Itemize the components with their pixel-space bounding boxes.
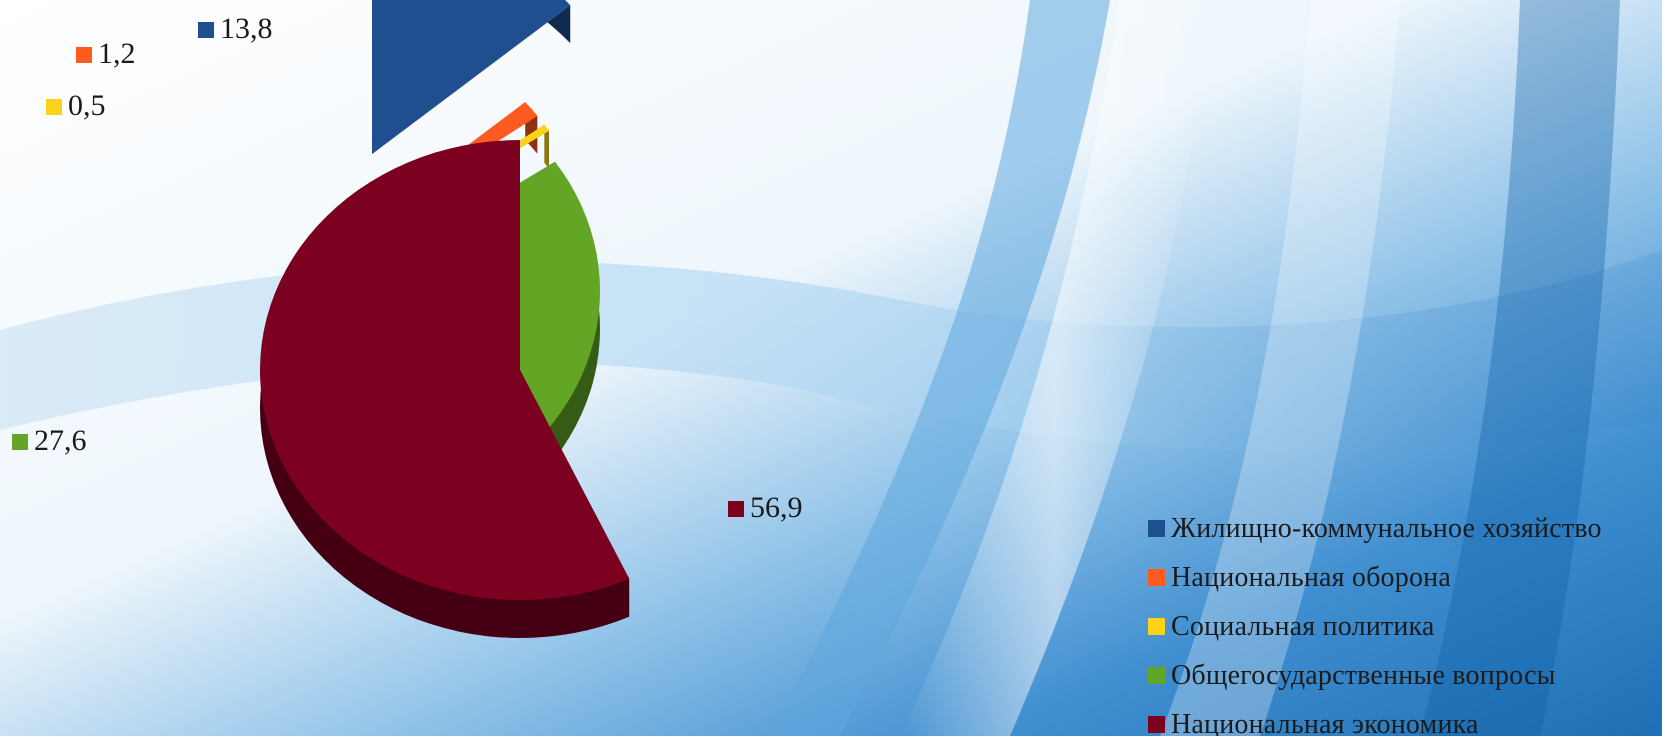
data-labels: 13,8 1,2 0,5 27,6 56,9 <box>12 12 803 524</box>
legend-label: Национальная экономика <box>1171 708 1479 736</box>
legend-item-general: Общегосударственные вопросы <box>1148 651 1662 700</box>
legend-label: Жилищно-коммунальное хозяйство <box>1171 512 1602 544</box>
pie-slice-economy <box>259 140 630 638</box>
data-label-marker <box>76 47 92 63</box>
data-label-marker <box>12 434 28 450</box>
legend-item-defense: Национальная оборона <box>1148 553 1662 602</box>
legend-label: Общегосударственные вопросы <box>1171 659 1556 691</box>
data-label-text: 0,5 <box>68 89 106 122</box>
legend-swatch <box>1148 618 1165 635</box>
data-label-social: 0,5 <box>46 89 106 122</box>
legend-swatch <box>1148 520 1165 537</box>
data-label-marker <box>728 501 744 517</box>
legend-item-economy: Национальная экономика <box>1148 700 1662 736</box>
data-label-text: 13,8 <box>220 12 273 45</box>
legend-item-social: Социальная политика <box>1148 602 1662 651</box>
data-label-marker <box>198 22 214 38</box>
legend-label: Социальная политика <box>1171 610 1435 642</box>
pie-slice-top-economy <box>259 140 630 600</box>
legend-item-housing: Жилищно-коммунальное хозяйство <box>1148 504 1662 553</box>
pie-slice-housing <box>372 0 571 192</box>
legend: Жилищно-коммунальное хозяйство Национальн… <box>1148 504 1662 736</box>
data-label-housing: 13,8 <box>198 12 273 45</box>
legend-swatch <box>1148 667 1165 684</box>
data-label-general: 27,6 <box>12 424 87 457</box>
pie-slice-top-housing <box>372 0 571 154</box>
legend-swatch <box>1148 569 1165 586</box>
legend-swatch <box>1148 716 1165 733</box>
data-label-text: 1,2 <box>98 37 136 70</box>
data-label-text: 27,6 <box>34 424 87 457</box>
pie-slices <box>259 0 630 638</box>
data-label-marker <box>46 99 62 115</box>
data-label-text: 56,9 <box>750 491 803 524</box>
data-label-economy: 56,9 <box>728 491 803 524</box>
data-label-defense: 1,2 <box>76 37 136 70</box>
legend-label: Национальная оборона <box>1171 561 1451 593</box>
